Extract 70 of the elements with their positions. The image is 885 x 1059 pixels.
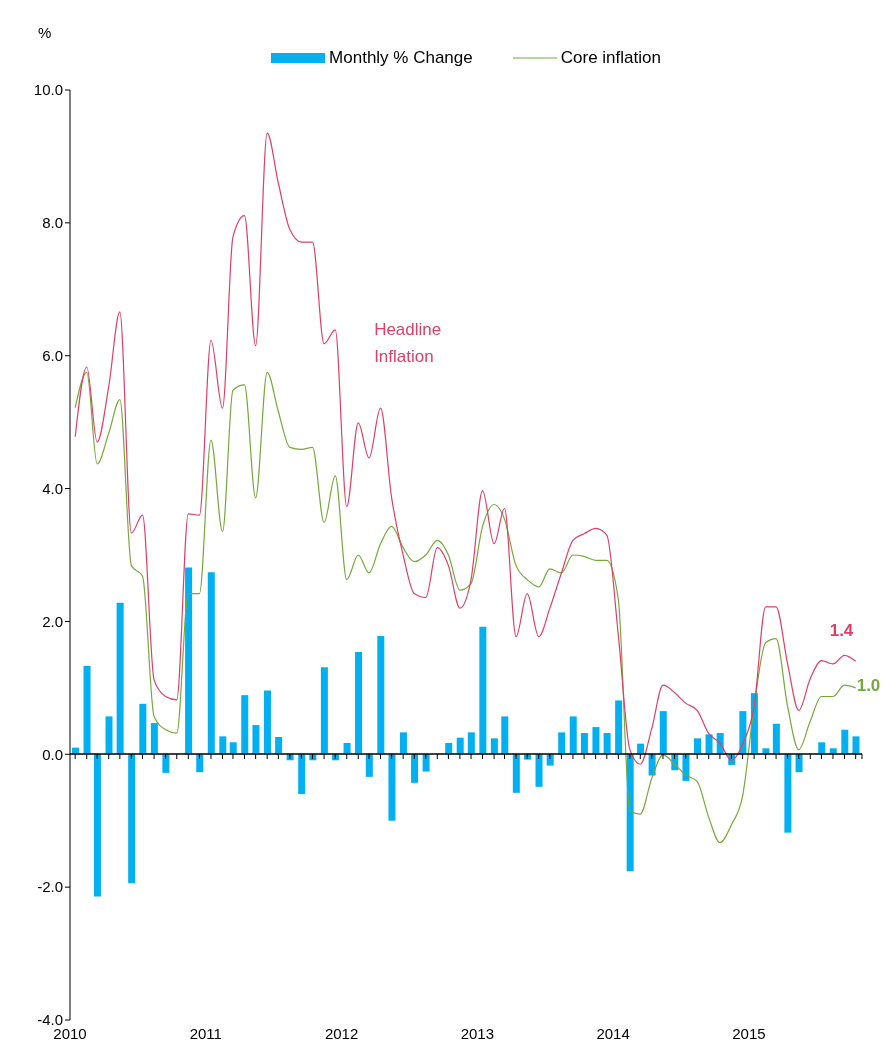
bar xyxy=(116,602,124,755)
bar xyxy=(93,754,101,897)
bar xyxy=(298,754,306,795)
bar xyxy=(83,665,91,755)
bar xyxy=(162,754,170,773)
y-tick-label: -2.0 xyxy=(37,878,63,896)
bar xyxy=(365,754,373,777)
x-tick-label: 2014 xyxy=(596,1024,630,1042)
bar xyxy=(150,723,158,755)
bar xyxy=(252,725,260,755)
bar xyxy=(263,690,271,755)
x-tick-label: 2011 xyxy=(189,1024,222,1042)
bar xyxy=(388,754,396,821)
bar xyxy=(659,711,667,755)
x-tick-label: 2013 xyxy=(460,1024,495,1042)
bar xyxy=(592,727,600,755)
bar xyxy=(615,700,623,755)
text: Headline Inflation xyxy=(374,318,443,368)
bar xyxy=(456,737,464,755)
bar xyxy=(207,572,215,755)
bar xyxy=(603,733,611,755)
y-tick-label: 8.0 xyxy=(42,214,63,232)
x-tick-label: 2012 xyxy=(324,1024,359,1042)
bar xyxy=(535,754,543,787)
bar xyxy=(739,711,747,755)
bar xyxy=(355,651,363,755)
bar xyxy=(580,733,588,755)
bar xyxy=(105,716,113,755)
bar xyxy=(399,732,407,755)
legend-label: Monthly % Change xyxy=(329,48,473,68)
bar xyxy=(377,636,385,755)
bar xyxy=(693,738,701,755)
annotation: 1.4 xyxy=(829,621,854,642)
bar xyxy=(784,754,792,833)
y-tick-label: 6.0 xyxy=(42,347,63,365)
bar xyxy=(479,626,487,755)
bar xyxy=(275,737,283,755)
y-tick-label: 4.0 xyxy=(42,479,63,497)
y-tick-label: 2.0 xyxy=(42,612,63,630)
annotation: 1.0 xyxy=(856,675,881,696)
bar xyxy=(558,732,566,755)
bar xyxy=(139,703,147,755)
y-axis-title: % xyxy=(38,24,52,41)
bar xyxy=(241,695,249,755)
y-tick-label: 0.0 xyxy=(42,745,63,763)
bar xyxy=(229,742,237,755)
line-series xyxy=(74,132,857,765)
bar xyxy=(626,754,634,872)
bar xyxy=(128,754,136,884)
bar xyxy=(569,716,577,755)
bar xyxy=(219,736,227,755)
bar xyxy=(795,754,803,773)
bar xyxy=(705,734,713,755)
bar xyxy=(512,754,520,793)
bar xyxy=(411,754,419,783)
bar xyxy=(490,738,498,755)
bar xyxy=(501,716,509,755)
bar xyxy=(467,732,475,755)
bar xyxy=(422,754,430,772)
y-tick-label: 10.0 xyxy=(33,81,63,99)
bar xyxy=(196,754,204,773)
bar xyxy=(320,667,328,755)
legend-label: Core inflation xyxy=(560,48,661,68)
line-series xyxy=(74,371,857,844)
bar xyxy=(185,567,193,755)
x-tick-label: 2015 xyxy=(732,1024,766,1042)
bar xyxy=(772,723,780,755)
bar xyxy=(818,742,826,755)
bar xyxy=(841,729,849,755)
bar xyxy=(852,736,860,755)
